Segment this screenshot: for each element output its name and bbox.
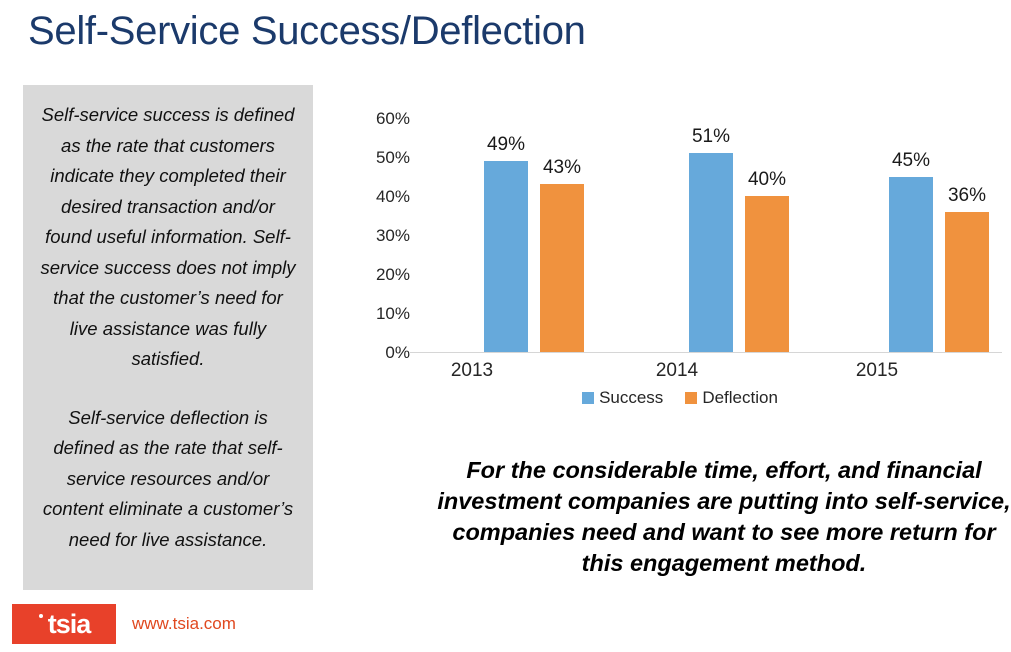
bar-value-2015-deflection: 36% [947, 184, 987, 206]
y-axis-tick-1: 50% [375, 148, 410, 167]
bar-value-2013-success: 49% [486, 133, 526, 155]
legend-label-success: Success [599, 388, 664, 407]
bars-container: 49% 43% 51% 40% 45% 36% [417, 118, 1002, 352]
tsia-logo: tsia [12, 604, 116, 644]
definition-panel: Self-service success is defined as the r… [23, 85, 313, 590]
bar-value-2015-success: 45% [891, 149, 931, 171]
bar-group-2014: 51% 40% [677, 118, 837, 352]
legend-item-success[interactable]: Success [582, 389, 663, 406]
x-axis-label-2015: 2015 [855, 360, 899, 381]
bar-value-2014-deflection: 40% [747, 169, 787, 190]
x-axis-line [410, 352, 1002, 353]
bar-2014-success[interactable] [689, 153, 733, 352]
x-axis-label-2013: 2013 [450, 360, 494, 381]
y-axis-tick-4: 20% [375, 265, 410, 284]
chart-legend: Success Deflection [355, 389, 1005, 406]
definition-paragraph-success: Self-service success is defined as the r… [40, 104, 296, 369]
bar-value-2014-success: 51% [691, 126, 731, 148]
callout-text: For the considerable time, effort, and f… [437, 457, 1011, 576]
legend-swatch-success-icon [582, 391, 595, 404]
footer: tsia www.tsia.com [0, 604, 1011, 652]
bar-group-2015: 45% 36% [877, 118, 1011, 352]
bar-value-2013-deflection: 43% [542, 157, 582, 179]
page-title: Self-Service Success/Deflection [28, 9, 586, 53]
y-axis-tick-0: 60% [375, 109, 410, 128]
bar-2015-deflection[interactable] [945, 211, 989, 352]
y-axis-tick-3: 30% [375, 226, 410, 245]
bar-2013-success[interactable] [484, 160, 528, 352]
tsia-logo-dot-icon [39, 614, 43, 618]
tsia-logo-text: tsia [47, 609, 92, 639]
bar-2014-deflection[interactable] [745, 196, 789, 352]
definition-paragraph-deflection: Self-service deflection is defined as th… [42, 406, 294, 550]
footer-url[interactable]: www.tsia.com [132, 614, 236, 633]
y-axis-tick-2: 40% [375, 187, 410, 206]
bar-2013-deflection[interactable] [540, 184, 584, 352]
y-axis-tick-5: 10% [375, 304, 410, 323]
y-axis-tick-6: 0% [385, 343, 410, 362]
bar-chart: 60% 50% 40% 30% 20% 10% 0% 49% 43% 51% 4… [355, 95, 1005, 415]
legend-swatch-deflection-icon [685, 391, 698, 404]
bar-2015-success[interactable] [889, 176, 933, 352]
legend-item-deflection[interactable]: Deflection [685, 389, 778, 406]
legend-label-deflection: Deflection [702, 388, 778, 407]
chart-plot-area: 60% 50% 40% 30% 20% 10% 0% 49% 43% 51% 4… [355, 95, 1005, 380]
bar-group-2013: 49% 43% [472, 118, 632, 352]
x-axis-label-2014: 2014 [655, 360, 699, 381]
